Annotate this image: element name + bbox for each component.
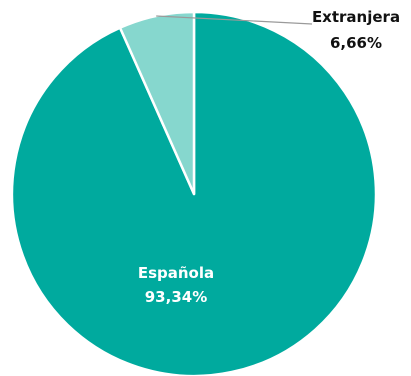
extranjera-leader-line — [156, 15, 313, 25]
slice-labels: Española 93,34% Extranjera 6,66% — [138, 8, 400, 306]
extranjera-slice-percent: 6,66% — [330, 34, 382, 52]
espanola-slice-name: Española — [138, 264, 214, 282]
extranjera-slice-name: Extranjera — [312, 8, 400, 26]
espanola-slice-percent: 93,34% — [145, 288, 207, 306]
pie-slices — [10, 10, 378, 376]
